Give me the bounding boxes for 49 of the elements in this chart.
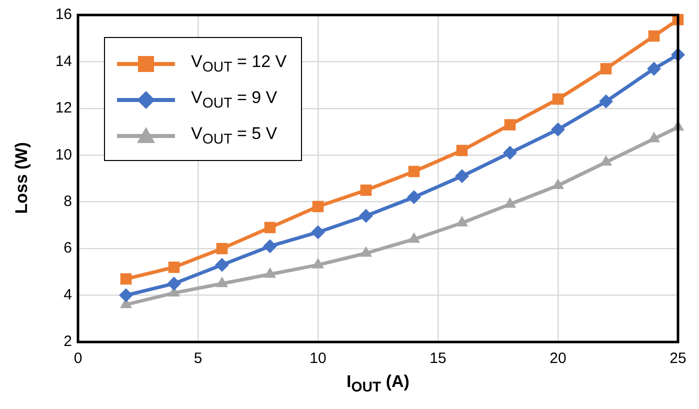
point [503,146,517,160]
point [456,144,468,156]
y-tick-label: 10 [55,146,72,164]
point [311,225,325,240]
point [168,262,180,273]
point [359,208,373,223]
point [504,119,516,130]
x-tick-label: 5 [194,350,202,368]
legend-label: V$_{OUT}$ = 9 V [191,88,278,112]
y-tick-label: 8 [64,193,72,210]
point [216,276,228,288]
point [264,267,276,278]
point [551,122,565,136]
x-axis-title: I$_{OUT}$ (A) [346,372,410,396]
point [216,242,228,254]
point [407,190,421,204]
point [120,273,132,285]
y-tick-label: 12 [55,100,72,117]
point [599,94,613,108]
x-tick-label: 15 [430,350,446,368]
point [360,246,372,257]
point [455,169,469,184]
point [312,258,324,268]
point [600,63,612,74]
point [552,93,564,105]
y-tick-label: 14 [55,52,72,70]
point [360,184,372,196]
point [312,200,324,212]
point [167,276,181,291]
x-tick-label: 20 [550,350,566,368]
legend-label: V$_{OUT}$ = 12 V [191,52,287,76]
point [264,222,276,234]
point [119,288,133,302]
y-tick-label: 16 [55,6,72,24]
point [647,62,661,76]
y-tick-label: 4 [64,286,72,304]
y-axis-title: Loss (W) [12,142,32,214]
point [456,216,468,226]
y-tick-label: 2 [64,333,72,350]
x-tick-label: 10 [310,350,326,368]
y-tick-label: 6 [64,240,72,257]
point [408,166,420,178]
point [263,239,277,254]
x-tick-label: 0 [74,350,82,368]
legend-label: V$_{OUT}$ = 5 V [191,124,278,148]
point [215,258,229,272]
x-tick-label: 25 [670,350,686,368]
point [408,232,420,243]
point [648,30,660,42]
